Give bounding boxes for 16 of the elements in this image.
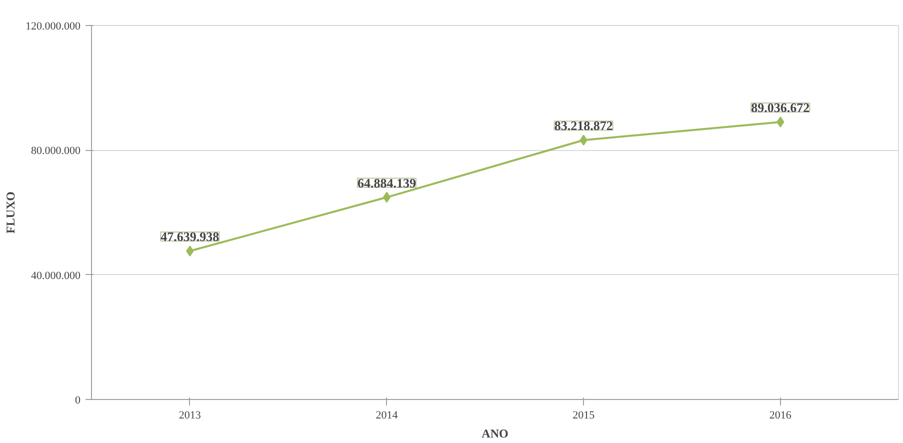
y-axis-title: FLUXO (4, 192, 18, 234)
y-tick-label: 80.000.000 (31, 145, 81, 158)
x-tick-label: 2014 (376, 410, 398, 422)
y-tick-label: 120.000.000 (26, 20, 81, 32)
data-label: 47.639.938 (160, 229, 220, 244)
x-tick-label: 2016 (769, 410, 792, 422)
data-label: 83.218.872 (554, 118, 613, 134)
data-label: 89.036.672 (751, 100, 810, 115)
y-tick-label: 0 (75, 394, 81, 406)
data-label: 64.884.139 (357, 175, 416, 190)
point (382, 192, 391, 203)
point (776, 116, 784, 128)
x-tick-label: 2013 (178, 410, 202, 422)
x-axis-title: ANO (482, 426, 508, 440)
x-tick-label: 2015 (572, 410, 596, 422)
y-tick-label: 40.000.000 (31, 270, 81, 282)
